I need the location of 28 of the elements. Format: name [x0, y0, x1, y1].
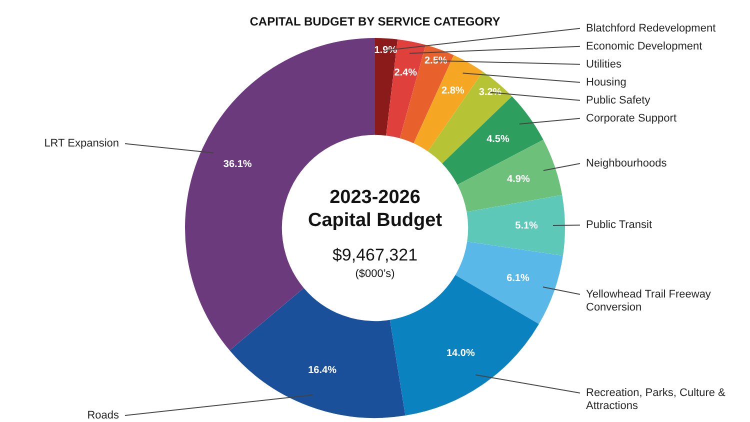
slice-label: Yellowhead Trail Freeway Conversion	[586, 288, 712, 314]
text: Capital Budget	[308, 210, 443, 232]
text: ($000’s)	[355, 268, 395, 280]
data-label: 2.8%	[442, 85, 464, 96]
data-label: 36.1%	[223, 158, 252, 170]
slice-label: Neighbourhoods	[586, 157, 668, 170]
slice-label: Economic Development	[586, 40, 702, 52]
data-label: 4.5%	[486, 134, 510, 146]
slice-label: Blatchford Redevelopment	[586, 22, 716, 34]
chart-title: CAPITAL BUDGET BY SERVICE CATEGORY	[250, 14, 500, 28]
data-label: 3.2%	[478, 87, 502, 98]
slice-label: Public Transit	[586, 219, 652, 232]
slice-label: Roads	[87, 410, 120, 422]
slice-label: Corporate Support	[586, 112, 676, 124]
text: $9,467,321	[332, 246, 418, 265]
slice-label: Public Safety	[586, 94, 651, 106]
data-label: 4.9%	[507, 174, 530, 185]
slice-label: Recreation, Parks, Culture & Attractions	[586, 387, 726, 412]
slice-label: Housing	[586, 76, 626, 88]
data-label: 14.0%	[446, 348, 475, 359]
data-label: 6.1%	[506, 273, 530, 284]
data-label: 5.1%	[515, 220, 538, 232]
text: 2023-2026	[330, 187, 420, 208]
data-label: 16.4%	[308, 364, 337, 376]
data-label: 2.5%	[424, 55, 448, 66]
slice-label: Utilities	[586, 58, 622, 70]
data-label: 2.4%	[394, 68, 418, 79]
slice-label: LRT Expansion	[44, 138, 119, 150]
